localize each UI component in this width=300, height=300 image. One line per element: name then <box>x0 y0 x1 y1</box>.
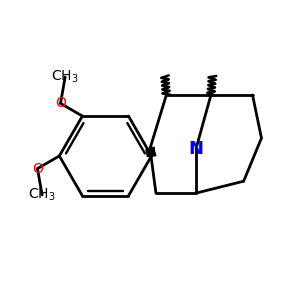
Text: O: O <box>32 162 43 176</box>
Text: O: O <box>55 96 66 110</box>
Text: CH$_3$: CH$_3$ <box>28 187 56 203</box>
Text: CH$_3$: CH$_3$ <box>51 69 79 85</box>
Text: N: N <box>189 140 204 158</box>
